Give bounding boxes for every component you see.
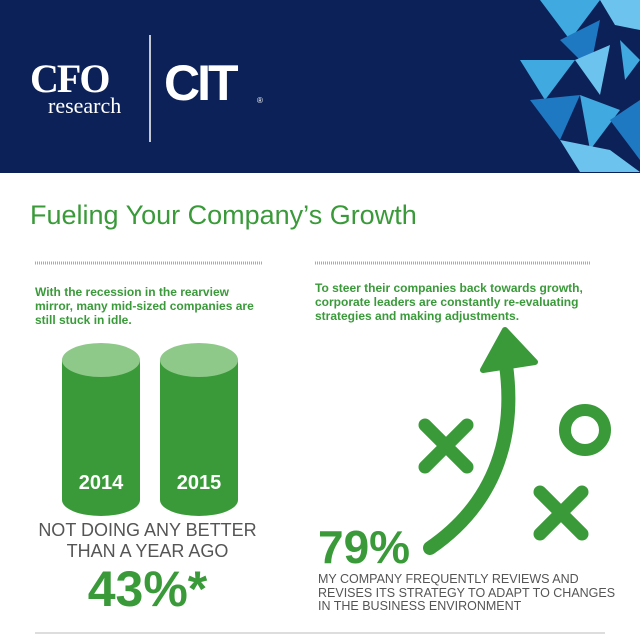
strategy-icon	[418, 327, 611, 555]
header-band	[0, 0, 640, 173]
logo-text: CIT	[164, 55, 239, 111]
stat-value: 79%	[318, 521, 411, 573]
logo-text: research	[48, 93, 122, 118]
cylinder	[62, 343, 140, 516]
stat-caption: NOT DOING ANY BETTER THAN A YEAR AGO	[38, 520, 257, 561]
stat-value: 43%*	[87, 561, 208, 617]
cylinder	[160, 343, 238, 516]
header-pattern	[520, 0, 640, 172]
year-label: 2015	[176, 472, 222, 494]
intro-text: To steer their companies back towards gr…	[315, 281, 583, 323]
intro-text: With the recession in the rearview mirro…	[35, 285, 254, 327]
title: Fueling Your Company’s Growth	[30, 200, 417, 230]
year-label: 2014	[78, 472, 124, 494]
logo-mark: ®	[257, 96, 263, 105]
logo-text: CFO	[30, 56, 110, 101]
stat-caption: MY COMPANY FREQUENTLY REVIEWS AND REVISE…	[318, 572, 616, 613]
